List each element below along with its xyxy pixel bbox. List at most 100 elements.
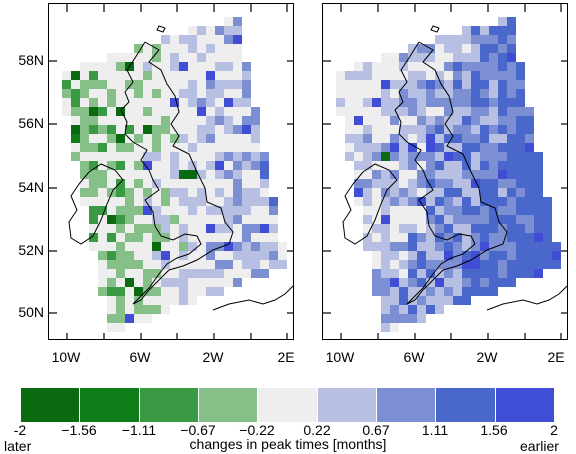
grid-cell [462, 233, 471, 242]
grid-cell [89, 152, 98, 161]
grid-cell [417, 314, 426, 323]
grid-cell [489, 260, 498, 269]
grid-cell [525, 125, 534, 134]
grid-cell [345, 116, 354, 125]
grid-cell [251, 251, 260, 260]
grid-cell [224, 116, 233, 125]
grid-cell [188, 80, 197, 89]
grid-cell [498, 116, 507, 125]
grid-cell [543, 242, 552, 251]
grid-cell [462, 107, 471, 116]
grid-cell [134, 179, 143, 188]
grid-cell [489, 179, 498, 188]
grid-cell [534, 215, 543, 224]
grid-cell [444, 89, 453, 98]
grid-cell [381, 80, 390, 89]
grid-cell [408, 314, 417, 323]
grid-cell [251, 107, 260, 116]
grid-cell [381, 296, 390, 305]
grid-cell [471, 134, 480, 143]
grid-cell [116, 278, 125, 287]
grid-cell [435, 71, 444, 80]
grid-cell [471, 251, 480, 260]
grid-cell [197, 35, 206, 44]
grid-cell [161, 44, 170, 53]
grid-cell [188, 188, 197, 197]
grid-cell [516, 170, 525, 179]
grid-cell [242, 161, 251, 170]
grid-cell [408, 224, 417, 233]
grid-cell [498, 269, 507, 278]
grid-cell [462, 89, 471, 98]
grid-cell [233, 44, 242, 53]
grid-cell [197, 206, 206, 215]
grid-cell [417, 305, 426, 314]
grid-cell [390, 224, 399, 233]
grid-cell [498, 71, 507, 80]
grid-cell [462, 296, 471, 305]
grid-cell [489, 206, 498, 215]
grid-cell [170, 134, 179, 143]
grid-cell [426, 134, 435, 143]
grid-cell [224, 134, 233, 143]
grid-cell [462, 179, 471, 188]
grid-cell [179, 98, 188, 107]
grid-cell [453, 152, 462, 161]
grid-cell [345, 125, 354, 134]
grid-cell [188, 134, 197, 143]
grid-cell [206, 152, 215, 161]
grid-cell [516, 215, 525, 224]
grid-cell [336, 80, 345, 89]
colorbar-segment [198, 388, 259, 422]
grid-cell [525, 152, 534, 161]
grid-cell [489, 170, 498, 179]
grid-cell [152, 305, 161, 314]
grid-cell [480, 233, 489, 242]
grid-cell [489, 242, 498, 251]
grid-cell [179, 287, 188, 296]
x-tick-label-left: 10W [51, 349, 81, 365]
grid-cell [197, 233, 206, 242]
grid-cell [188, 98, 197, 107]
grid-cell [336, 107, 345, 116]
grid-cell [480, 125, 489, 134]
grid-cell [453, 287, 462, 296]
grid-cell [426, 53, 435, 62]
grid-cell [381, 323, 390, 332]
colorbar-segment [139, 388, 199, 422]
grid-cell [417, 80, 426, 89]
grid-cell [471, 188, 480, 197]
grid-cell [116, 233, 125, 242]
grid-cell [480, 278, 489, 287]
grid-cell [534, 161, 543, 170]
grid-cell [480, 269, 489, 278]
grid-cell [471, 233, 480, 242]
grid-cell [224, 224, 233, 233]
grid-cell [534, 242, 543, 251]
grid-cell [336, 98, 345, 107]
grid-cell [251, 116, 260, 125]
grid-cell [89, 143, 98, 152]
grid-cell [408, 71, 417, 80]
grid-cell [489, 152, 498, 161]
grid-cell [507, 251, 516, 260]
grid-cell [152, 98, 161, 107]
grid-cell [480, 98, 489, 107]
grid-cell [170, 71, 179, 80]
grid-cell [525, 260, 534, 269]
grid-cell [516, 89, 525, 98]
grid-cell [408, 179, 417, 188]
grid-cell [161, 188, 170, 197]
grid-cell [206, 251, 215, 260]
grid-cell [260, 152, 269, 161]
colorbar-tick-label: 1.56 [480, 422, 508, 438]
grid-cell [534, 170, 543, 179]
grid-cell [453, 242, 462, 251]
grid-cell [161, 62, 170, 71]
grid-cell [233, 107, 242, 116]
grid-cell [417, 269, 426, 278]
grid-cell [534, 251, 543, 260]
colorbar-tick-label: −1.11 [121, 422, 157, 438]
grid-cell [453, 71, 462, 80]
grid-cell [453, 179, 462, 188]
